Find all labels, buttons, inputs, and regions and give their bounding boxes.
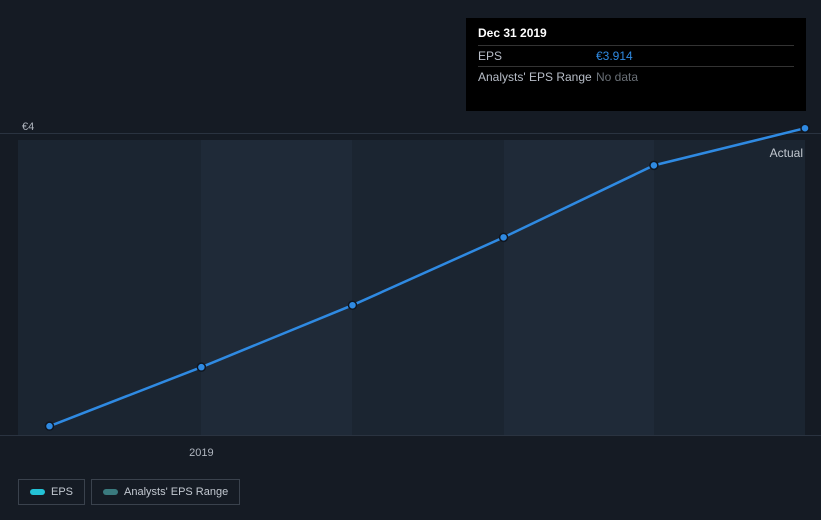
tooltip-row-value: No data (596, 70, 638, 84)
chart-tooltip: Dec 31 2019 EPS €3.914 Analysts' EPS Ran… (466, 18, 806, 111)
y-gridline (0, 133, 821, 134)
tooltip-date: Dec 31 2019 (478, 26, 794, 45)
legend-item-analysts-range[interactable]: Analysts' EPS Range (91, 479, 240, 505)
x-tick-label: 2019 (189, 447, 213, 459)
legend-item-label: EPS (51, 486, 73, 498)
y-tick-label: €4 (22, 121, 34, 133)
data-point[interactable] (348, 301, 356, 309)
tooltip-row-label: Analysts' EPS Range (478, 70, 596, 84)
data-point[interactable] (500, 233, 508, 241)
legend-item-eps[interactable]: EPS (18, 479, 85, 505)
y-gridline (0, 435, 821, 436)
legend-item-label: Analysts' EPS Range (124, 486, 228, 498)
chart-container: Dec 31 2019 EPS €3.914 Analysts' EPS Ran… (0, 0, 821, 520)
data-point[interactable] (197, 363, 205, 371)
data-point[interactable] (45, 422, 53, 430)
line-chart-svg (18, 140, 805, 435)
tooltip-row-value: €3.914 (596, 49, 633, 63)
tooltip-row-label: EPS (478, 49, 596, 63)
data-point[interactable] (650, 161, 658, 169)
tooltip-row: Analysts' EPS Range No data (478, 66, 794, 87)
chart-legend: EPS Analysts' EPS Range (18, 479, 240, 505)
data-point[interactable] (801, 124, 809, 132)
legend-swatch-icon (30, 489, 44, 495)
series-line (49, 128, 805, 426)
tooltip-row: EPS €3.914 (478, 45, 794, 66)
legend-swatch-icon (103, 489, 117, 495)
